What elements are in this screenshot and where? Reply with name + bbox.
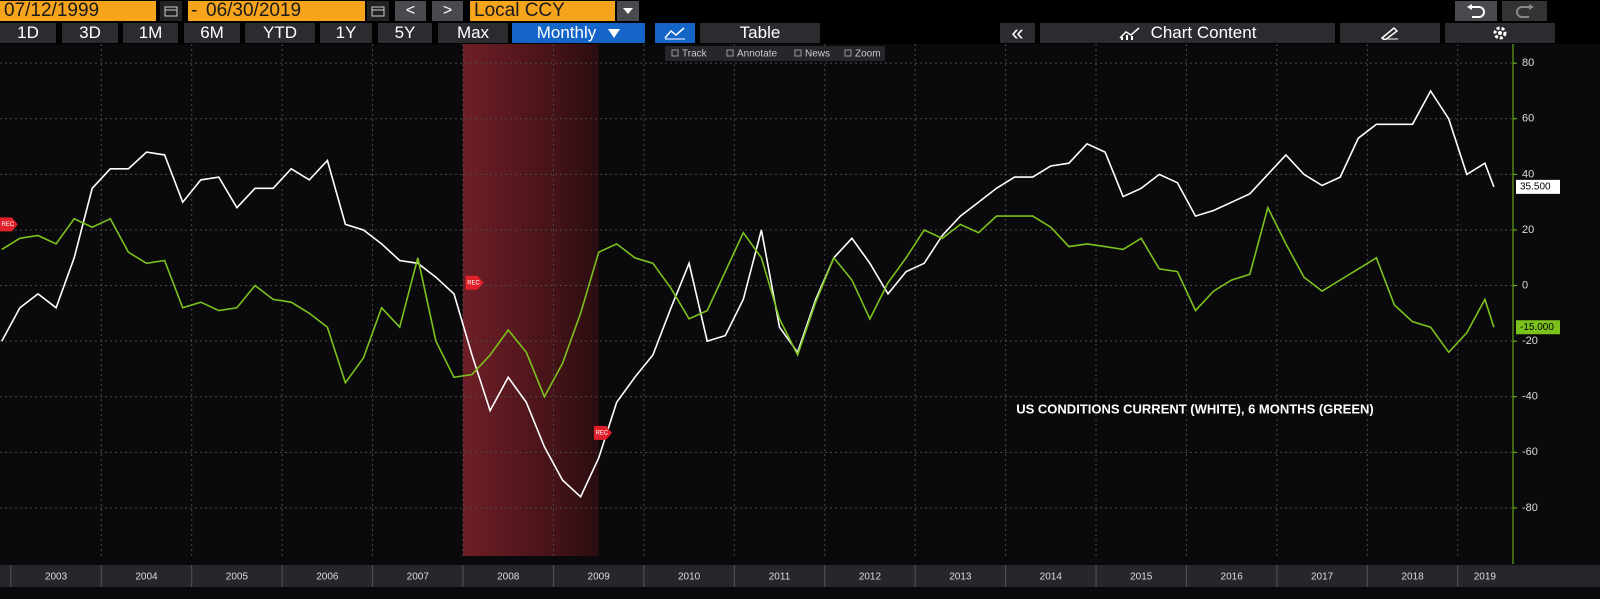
icon — [371, 6, 385, 17]
y-tick-label: -20 — [1522, 335, 1538, 347]
series-line — [1, 205, 1495, 399]
icon — [1515, 4, 1534, 18]
period-button[interactable]: 1M — [123, 23, 178, 43]
icon — [608, 28, 621, 38]
frequency: Monthly — [536, 23, 597, 42]
tool-icon — [726, 49, 734, 57]
icon — [1119, 27, 1140, 40]
x-tick-label: 2012 — [859, 572, 882, 583]
x-tick-label: 2014 — [1040, 572, 1063, 583]
settings-button[interactable] — [1445, 23, 1555, 43]
frequency-select[interactable]: Monthly — [512, 23, 645, 43]
tool-icon — [671, 49, 679, 57]
x-axis-bar — [0, 565, 1600, 587]
period-button[interactable]: 3D — [62, 23, 118, 43]
last-value-box — [1516, 320, 1560, 335]
x-tick-label: 2007 — [407, 572, 430, 583]
tool-button[interactable]: Zoom — [855, 49, 881, 60]
tool-button[interactable]: Annotate — [737, 49, 777, 60]
end-date[interactable]: 06/30/2019 — [202, 0, 365, 21]
x-tick-label: 2011 — [769, 572, 791, 583]
tools-bar — [665, 46, 885, 61]
y-tick-label: 40 — [1522, 168, 1534, 180]
annotation: US CONDITIONS CURRENT (WHITE), 6 MONTHS … — [1016, 401, 1374, 416]
x-tick-label: 2006 — [316, 572, 339, 583]
x-tick-label: 2004 — [135, 572, 158, 583]
icon — [1493, 26, 1507, 40]
x-tick-label: 2015 — [1130, 572, 1153, 583]
calendar-icon[interactable] — [367, 1, 389, 21]
start-date[interactable]: 07/12/1999 — [0, 0, 156, 21]
period-button[interactable]: YTD — [245, 23, 315, 43]
x-tick-label: 2008 — [497, 572, 520, 583]
chart-icon[interactable] — [655, 23, 695, 43]
currency-select[interactable]: Local CCY — [470, 0, 615, 21]
x-tick-label: 2016 — [1221, 572, 1244, 583]
x-tick-label: 2003 — [45, 572, 68, 583]
y-tick-label: -60 — [1522, 446, 1538, 458]
rec-flag-label: REC — [596, 430, 609, 436]
period-button[interactable]: 6M — [184, 23, 240, 43]
icon — [1467, 4, 1485, 18]
icon — [623, 8, 633, 14]
icon — [664, 27, 685, 40]
tool-button[interactable]: News — [805, 49, 830, 60]
collapse-button[interactable]: « — [1000, 20, 1035, 45]
undo-button[interactable] — [1455, 1, 1497, 21]
chart-background — [0, 44, 1600, 599]
period-button[interactable]: 5Y — [378, 23, 432, 43]
chart-content-button[interactable]: Chart Content — [1040, 23, 1335, 43]
x-tick-label: 2005 — [226, 572, 249, 583]
next-button[interactable]: > — [432, 1, 463, 21]
icon — [1380, 26, 1399, 40]
rec-flag — [0, 217, 18, 232]
rec-flag — [465, 275, 484, 290]
chart: -80 -60 -40 -20 0 20 40 60 80 2003 2004 2005 2006 200… — [0, 44, 1600, 599]
redo-button[interactable] — [1502, 1, 1547, 21]
chart-content: Chart Content — [1150, 23, 1257, 42]
icon — [164, 6, 178, 17]
x-tick-label: 2009 — [588, 572, 611, 583]
y-tick-label: 60 — [1522, 113, 1534, 125]
y-tick-label: 80 — [1522, 57, 1534, 69]
toolbar: 07/12/1999 - 06/30/2019 < > Local CCY 1D… — [0, 0, 1600, 45]
period-button[interactable]: 1Y — [320, 23, 372, 43]
y-tick-label: 0 — [1522, 279, 1528, 291]
x-tick-label: 2019 — [1474, 572, 1497, 583]
tool-button[interactable]: Track — [682, 49, 708, 60]
edit-button[interactable] — [1340, 23, 1440, 43]
calendar-icon[interactable] — [160, 1, 182, 21]
dropdown-arrow[interactable] — [617, 1, 639, 21]
y-tick-label: -40 — [1522, 391, 1538, 403]
tool-icon — [844, 49, 852, 57]
last-value-label: -15.000 — [1520, 322, 1554, 333]
y-tick-label: -80 — [1522, 502, 1538, 514]
y-tick-label: 20 — [1522, 224, 1534, 236]
period-button[interactable]: Max — [438, 23, 508, 43]
x-tick-label: 2017 — [1311, 572, 1334, 583]
last-value-label: 35.500 — [1520, 182, 1551, 193]
rec-flag — [593, 425, 612, 440]
table-button[interactable]: Table — [700, 23, 820, 43]
x-tick-label: 2013 — [949, 572, 972, 583]
prev-button[interactable]: < — [395, 1, 426, 21]
tool-icon — [794, 49, 802, 57]
rec-flag-label: REC — [1, 222, 14, 228]
period-button[interactable]: 1D — [0, 23, 56, 43]
last-value-box — [1516, 179, 1560, 194]
recession-shading — [463, 44, 599, 556]
x-tick-label: 2010 — [678, 572, 701, 583]
series-line — [1, 89, 1495, 499]
x-tick-label: 2018 — [1401, 572, 1424, 583]
date-separator: - — [188, 0, 202, 21]
rec-flag-label: REC — [467, 280, 480, 286]
